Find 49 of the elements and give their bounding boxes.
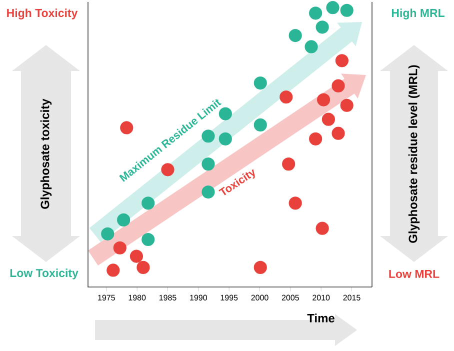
- point: [288, 28, 302, 42]
- x-axis-title: Time: [307, 314, 334, 322]
- point: [340, 98, 354, 112]
- text: Low MRL: [389, 270, 440, 278]
- point: [202, 158, 215, 171]
- point: [309, 6, 322, 20]
- point: [106, 264, 120, 277]
- point: [332, 126, 345, 140]
- text: High MRL: [392, 8, 444, 20]
- point: [316, 20, 329, 34]
- point: [304, 40, 318, 54]
- y2-axis-title: Glyphosate residue level (MRL): [408, 65, 420, 243]
- point: [316, 93, 330, 106]
- point: [309, 132, 322, 146]
- y-axis-title: Glyphosate toxicity: [40, 98, 52, 209]
- x-tick-label: 1985: [159, 294, 176, 300]
- point: [113, 241, 126, 254]
- point: [202, 185, 215, 199]
- point: [332, 79, 345, 92]
- point: [142, 196, 155, 210]
- x-tick-label: 2015: [343, 294, 360, 300]
- point: [142, 232, 155, 246]
- x-tick-label: 2000: [251, 294, 268, 300]
- point: [340, 4, 354, 17]
- x-tick-label: 2010: [312, 294, 330, 300]
- point: [130, 250, 144, 263]
- point: [254, 118, 267, 132]
- point: [316, 222, 329, 235]
- x-tick-label: 1975: [98, 294, 115, 300]
- point: [254, 260, 267, 274]
- x-tick-label: 1980: [128, 294, 146, 300]
- point: [288, 196, 302, 210]
- point: [282, 158, 296, 171]
- point: [254, 76, 267, 90]
- point: [218, 132, 232, 146]
- x-tick-label: 1990: [190, 294, 207, 300]
- x-tick-label: 1995: [220, 294, 238, 300]
- text: Low Toxicity: [10, 268, 78, 280]
- text: High Toxicity: [7, 8, 78, 20]
- point: [120, 121, 134, 134]
- point: [326, 1, 340, 14]
- x-tick-label: 2005: [282, 294, 299, 300]
- point: [136, 260, 150, 274]
- point: [202, 130, 215, 143]
- point: [322, 112, 336, 126]
- point: [101, 227, 114, 240]
- point: [280, 90, 293, 104]
- point: [117, 213, 130, 226]
- point: [335, 54, 348, 68]
